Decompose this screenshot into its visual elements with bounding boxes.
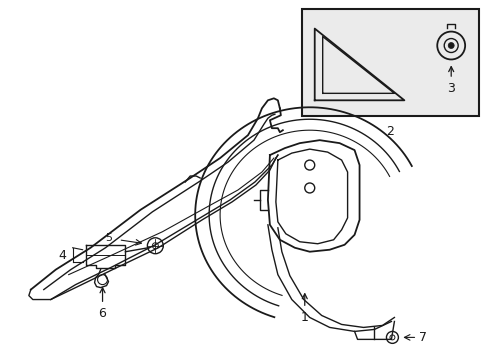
Text: 5: 5 xyxy=(105,233,112,243)
Text: 4: 4 xyxy=(59,249,66,262)
Text: 7: 7 xyxy=(419,331,427,344)
Text: 6: 6 xyxy=(99,288,106,320)
Text: 3: 3 xyxy=(447,67,454,95)
Bar xyxy=(301,9,478,116)
Text: 1: 1 xyxy=(300,294,308,324)
Circle shape xyxy=(447,42,453,49)
Text: 2: 2 xyxy=(386,125,393,138)
